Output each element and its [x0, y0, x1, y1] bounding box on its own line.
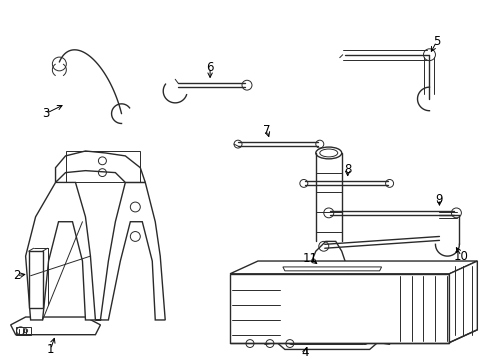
- Text: 5: 5: [432, 35, 439, 49]
- Bar: [29, 251, 42, 308]
- Polygon shape: [260, 320, 276, 345]
- Text: 6: 6: [206, 61, 213, 74]
- Polygon shape: [25, 183, 95, 320]
- Ellipse shape: [319, 149, 337, 157]
- Text: 7: 7: [263, 124, 270, 137]
- Text: 4: 4: [301, 346, 308, 359]
- Polygon shape: [56, 151, 145, 183]
- Text: 3: 3: [42, 107, 49, 120]
- Ellipse shape: [315, 147, 341, 159]
- Text: 8: 8: [344, 163, 351, 176]
- Bar: [65, 151, 140, 183]
- Text: 9: 9: [435, 193, 442, 206]
- Text: 11: 11: [302, 252, 317, 265]
- Text: 1: 1: [47, 343, 54, 356]
- Polygon shape: [95, 183, 165, 320]
- Polygon shape: [448, 261, 476, 343]
- Polygon shape: [304, 241, 351, 308]
- Text: 2: 2: [13, 269, 20, 282]
- Text: 10: 10: [453, 249, 468, 262]
- Polygon shape: [229, 261, 476, 274]
- Polygon shape: [377, 320, 394, 345]
- Polygon shape: [229, 274, 448, 343]
- Polygon shape: [276, 308, 377, 350]
- Polygon shape: [11, 317, 100, 335]
